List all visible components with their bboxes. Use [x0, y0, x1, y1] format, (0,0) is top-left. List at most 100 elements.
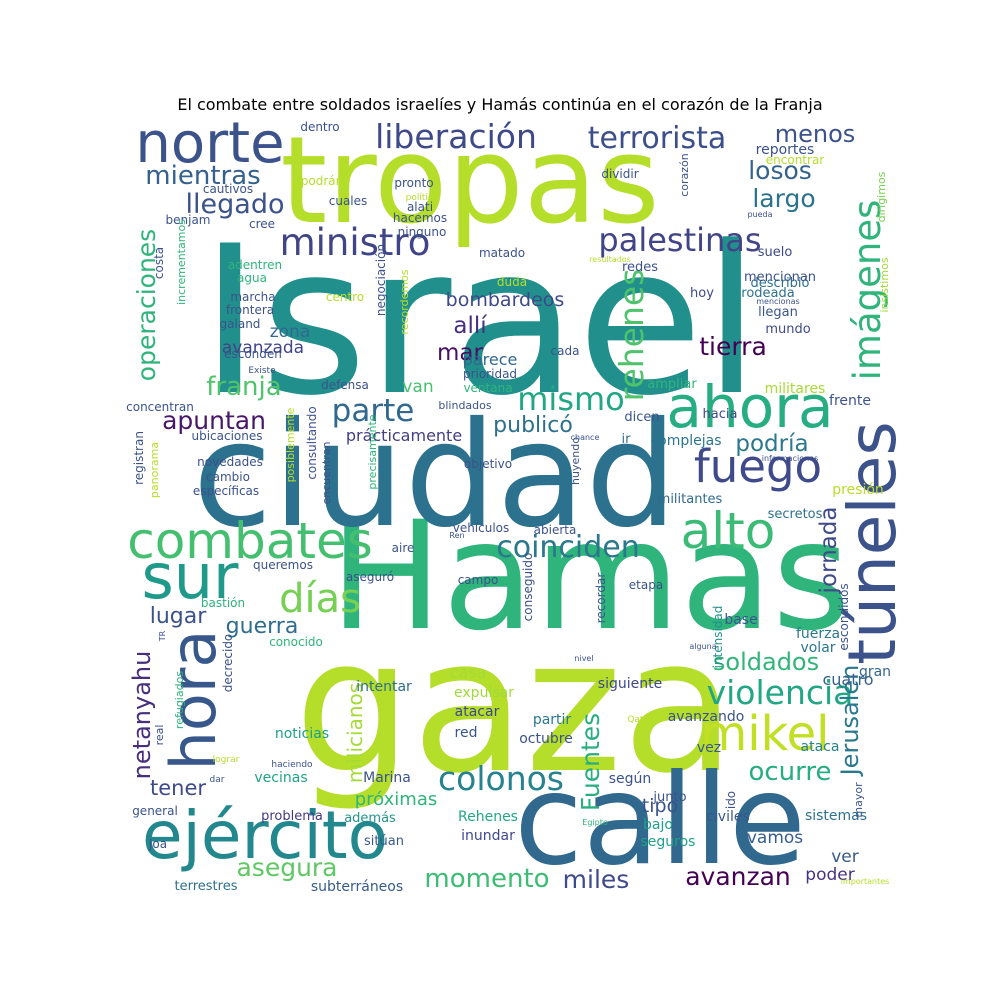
cloud-word: blindados: [438, 399, 492, 412]
cloud-word: lugar: [150, 604, 208, 629]
cloud-word: Egipto: [582, 818, 608, 827]
cloud-word: reportes: [756, 142, 815, 158]
cloud-word: secretos: [768, 507, 823, 522]
cloud-word: negociación: [374, 244, 388, 316]
cloud-word: bajo: [643, 817, 673, 833]
cloud-word: zona: [270, 322, 311, 342]
cloud-word: centro: [326, 290, 364, 304]
cloud-word: operaciones: [132, 229, 161, 381]
cloud-word: ubicaciones: [191, 429, 262, 443]
cloud-word: Israel: [200, 203, 760, 441]
cloud-word: van: [402, 377, 433, 397]
cloud-word: menos: [775, 120, 856, 148]
cloud-word: recordemos: [398, 269, 411, 334]
cloud-word: costa: [152, 247, 166, 279]
cloud-word: base: [724, 612, 757, 628]
cloud-word: avanzan: [685, 862, 791, 891]
cloud-word: cuatro: [822, 670, 873, 689]
cloud-word: sur: [141, 540, 239, 613]
cloud-word: ver: [831, 847, 859, 867]
cloud-word: ahora: [666, 373, 833, 441]
cloud-word: palestinas: [598, 221, 761, 259]
cloud-word: violencia: [707, 673, 854, 712]
cloud-word: Existe: [248, 366, 276, 376]
cloud-word: Fuentes: [576, 713, 605, 811]
cloud-word: matado: [479, 246, 525, 260]
cloud-word: importantes: [841, 877, 890, 886]
cloud-word: cada: [551, 344, 580, 358]
cloud-word: milicianos: [343, 683, 367, 783]
cloud-word: soldados: [713, 648, 819, 676]
cloud-word: imágenes: [846, 200, 889, 381]
cloud-word: defensa: [321, 378, 369, 392]
cloud-word: franja: [206, 372, 281, 402]
cloud-word: encontrar: [766, 153, 825, 167]
cloud-word: problema: [261, 809, 323, 824]
cloud-word: incrementamos: [175, 219, 188, 305]
cloud-word: terrorista: [588, 121, 727, 156]
cloud-word: próximas: [355, 789, 438, 810]
cloud-word: ataca: [801, 739, 840, 755]
cloud-word: prácticamente: [346, 426, 462, 445]
cloud-word: avanzando: [668, 709, 745, 725]
cloud-word: pronto: [394, 176, 433, 190]
cloud-word: insistimos: [878, 257, 891, 312]
cloud-word: hacemos: [393, 211, 447, 225]
cloud-word: real: [153, 725, 166, 746]
cloud-word: dentro: [300, 120, 339, 134]
cloud-word: mencionan: [744, 270, 816, 285]
cloud-word: cambio: [206, 470, 250, 484]
cloud-word: prioridad: [463, 367, 517, 381]
cloud-word: mismo: [517, 380, 624, 418]
cloud-word: rehenes: [612, 269, 651, 402]
cloud-word: mientras: [145, 161, 260, 191]
cloud-word: frontera: [226, 303, 274, 317]
cloud-word: hacia: [703, 407, 738, 422]
cloud-word: ventana: [463, 381, 512, 395]
cloud-word: esconden: [224, 347, 282, 361]
cloud-word: específicas: [193, 484, 259, 498]
cloud-word: precisamente: [366, 414, 379, 489]
cloud-word: rodeada: [741, 286, 794, 301]
cloud-word: llegan: [758, 305, 798, 320]
cloud-word: benjam: [166, 213, 211, 227]
cloud-word: publicó: [493, 413, 573, 438]
cloud-word: norte: [135, 111, 284, 176]
cloud-word: subterráneos: [311, 879, 403, 895]
cloud-word: largo: [752, 184, 815, 213]
cloud-word: cuales: [329, 194, 368, 208]
cloud-word: queremos: [253, 558, 313, 572]
cloud-word: lograr: [213, 755, 240, 765]
cloud-word: calle: [514, 748, 806, 893]
cloud-word: Rehenes: [458, 809, 518, 825]
cloud-word: ejército: [142, 797, 388, 874]
cloud-word: marcha: [230, 290, 275, 304]
cloud-word: frente: [829, 393, 871, 409]
cloud-word: político: [406, 193, 439, 203]
cloud-word: presión: [832, 482, 884, 498]
cloud-word: chance: [571, 433, 600, 442]
cloud-word: hora: [157, 630, 230, 771]
cloud-word: dicen: [624, 410, 659, 425]
cloud-word: ocurre: [748, 757, 831, 787]
cloud-word: aire: [392, 541, 415, 555]
cloud-word: Joa: [148, 837, 167, 851]
cloud-word: recordar: [594, 573, 608, 624]
cloud-word: gran: [859, 664, 891, 680]
cloud-word: galand: [220, 317, 261, 331]
cloud-word: intentar: [356, 679, 412, 695]
cloud-word: abierta: [534, 523, 577, 537]
cloud-word: terrestres: [175, 879, 238, 894]
cloud-word: decrecido: [221, 634, 235, 693]
cloud-word: mar: [437, 340, 483, 366]
cloud-word: militantes: [658, 492, 723, 507]
cloud-word: novedades: [197, 455, 263, 469]
cloud-word: registran: [132, 431, 146, 485]
cloud-word: mayor: [852, 782, 865, 818]
cloud-word: civiles: [706, 809, 750, 825]
cloud-word: siguiente: [598, 676, 662, 692]
cloud-word: parece: [463, 350, 518, 369]
cloud-word: bastión: [201, 596, 245, 610]
cloud-word: huyendo: [569, 437, 582, 485]
